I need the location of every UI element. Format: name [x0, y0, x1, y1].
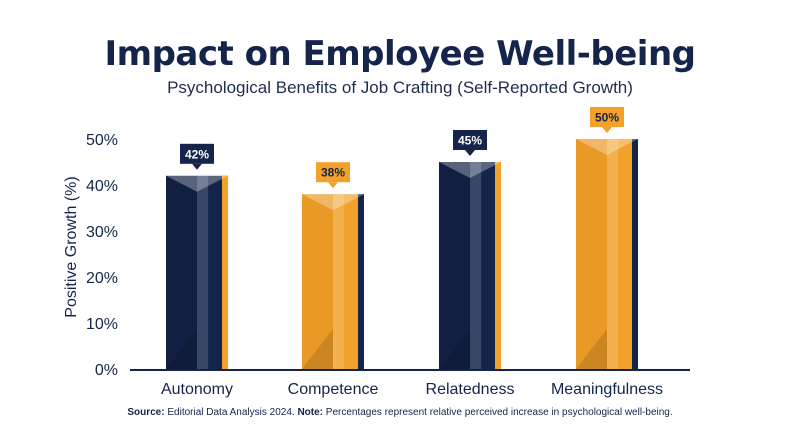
bar-shade-left [439, 162, 470, 369]
chart-title: Impact on Employee Well-being [104, 34, 697, 74]
y-axis-ticks: 0% 10% 20% 30% 40% 50% [86, 132, 118, 379]
data-label: 45% [458, 134, 482, 148]
data-label: 38% [321, 166, 345, 180]
source-text: Editorial Data Analysis 2024. [167, 407, 295, 418]
bar-edge [358, 194, 364, 369]
bar-group: 45% [439, 130, 501, 369]
bar-edge [222, 175, 228, 369]
x-tick-label: Autonomy [161, 381, 233, 398]
data-label: 42% [185, 147, 209, 161]
bar-top-bevel [439, 162, 501, 178]
bar-highlight [333, 194, 345, 369]
data-label-pointer [465, 150, 475, 156]
bar-highlight [470, 162, 482, 369]
bar-top-bevel [166, 175, 228, 192]
bar-shade-left [576, 139, 607, 369]
bar-group: 38% [302, 162, 364, 369]
y-tick-label: 20% [86, 270, 118, 287]
bar-bottom-shade [302, 329, 333, 369]
data-label-badge [590, 107, 624, 127]
x-tick-label: Meaningfulness [551, 381, 663, 398]
chart-subtitle: Psychological Benefits of Job Crafting (… [167, 78, 633, 97]
data-label-badge [316, 162, 350, 183]
bar-highlight [607, 139, 619, 369]
data-label-pointer [602, 127, 612, 133]
x-tick-label: Competence [288, 381, 379, 398]
note-label: Note: [297, 407, 323, 418]
bar-group: 42% [166, 143, 228, 369]
data-label-pointer [192, 163, 202, 170]
bar-top-bevel [302, 194, 364, 211]
y-tick-label: 50% [86, 132, 118, 149]
data-label: 50% [595, 111, 619, 125]
bar-bottom-shade [166, 329, 197, 369]
y-tick-label: 0% [95, 362, 118, 379]
y-tick-label: 40% [86, 178, 118, 195]
bar [302, 194, 364, 369]
bar [166, 175, 228, 369]
data-label-pointer [328, 182, 338, 189]
bar [439, 162, 501, 369]
bars-group: 42% 38% 45% 50% [166, 107, 638, 369]
data-label-badge [180, 143, 214, 164]
bar-group: 50% [576, 107, 638, 369]
y-axis-label: Positive Growth (%) [63, 176, 80, 317]
x-tick-label: Relatedness [426, 381, 515, 398]
bar-edge [495, 162, 501, 369]
y-tick-label: 30% [86, 224, 118, 241]
bar [576, 139, 638, 369]
bar-top-bevel [576, 139, 638, 155]
bar-bottom-shade [576, 329, 607, 369]
y-tick-label: 10% [86, 316, 118, 333]
bar-highlight [197, 175, 209, 369]
bar-shade-left [302, 194, 333, 369]
bar-edge [632, 139, 638, 369]
bar-bottom-shade [439, 329, 470, 369]
data-label-badge [453, 130, 487, 150]
note-text: Percentages represent relative perceived… [325, 407, 673, 418]
footnote: Source: Editorial Data Analysis 2024. No… [0, 406, 800, 420]
source-label: Source: [127, 407, 165, 418]
x-axis-ticks: Autonomy Competence Relatedness Meaningfuln… [161, 381, 663, 398]
bar-shade-left [166, 175, 197, 369]
